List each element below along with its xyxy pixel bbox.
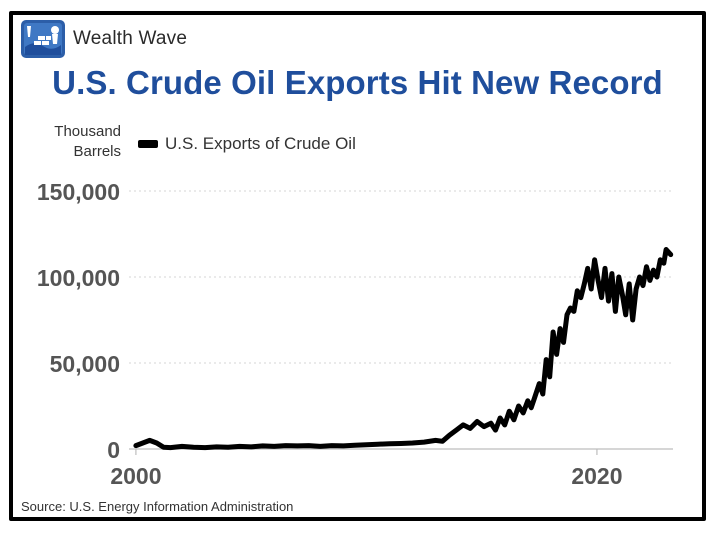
y-tick-label: 100,000 bbox=[37, 265, 120, 291]
y-axis-label: Thousand Barrels bbox=[54, 123, 121, 160]
y-tick-label: 150,000 bbox=[37, 179, 120, 205]
x-tick-label: 2020 bbox=[571, 463, 622, 489]
brand: Wealth Wave bbox=[21, 20, 187, 58]
y-tick-label: 0 bbox=[107, 437, 120, 463]
series-line-0 bbox=[133, 247, 674, 451]
x-tick-label: 2000 bbox=[110, 463, 161, 489]
chart-title: U.S. Crude Oil Exports Hit New Record bbox=[52, 64, 663, 101]
source-note: Source: U.S. Energy Information Administ… bbox=[21, 499, 294, 514]
legend: U.S. Exports of Crude Oil bbox=[138, 134, 356, 154]
chart-frame: Wealth Wave U.S. Crude Oil Exports Hit N… bbox=[9, 11, 706, 521]
legend-label: U.S. Exports of Crude Oil bbox=[165, 134, 356, 153]
legend-swatch bbox=[138, 140, 158, 148]
wealth-wave-logo-icon bbox=[21, 20, 65, 58]
y-tick-label: 50,000 bbox=[50, 351, 120, 377]
brand-name: Wealth Wave bbox=[73, 28, 188, 49]
line-chart: 0 50,000 100,000 150,000 2000 2020 bbox=[37, 179, 674, 489]
